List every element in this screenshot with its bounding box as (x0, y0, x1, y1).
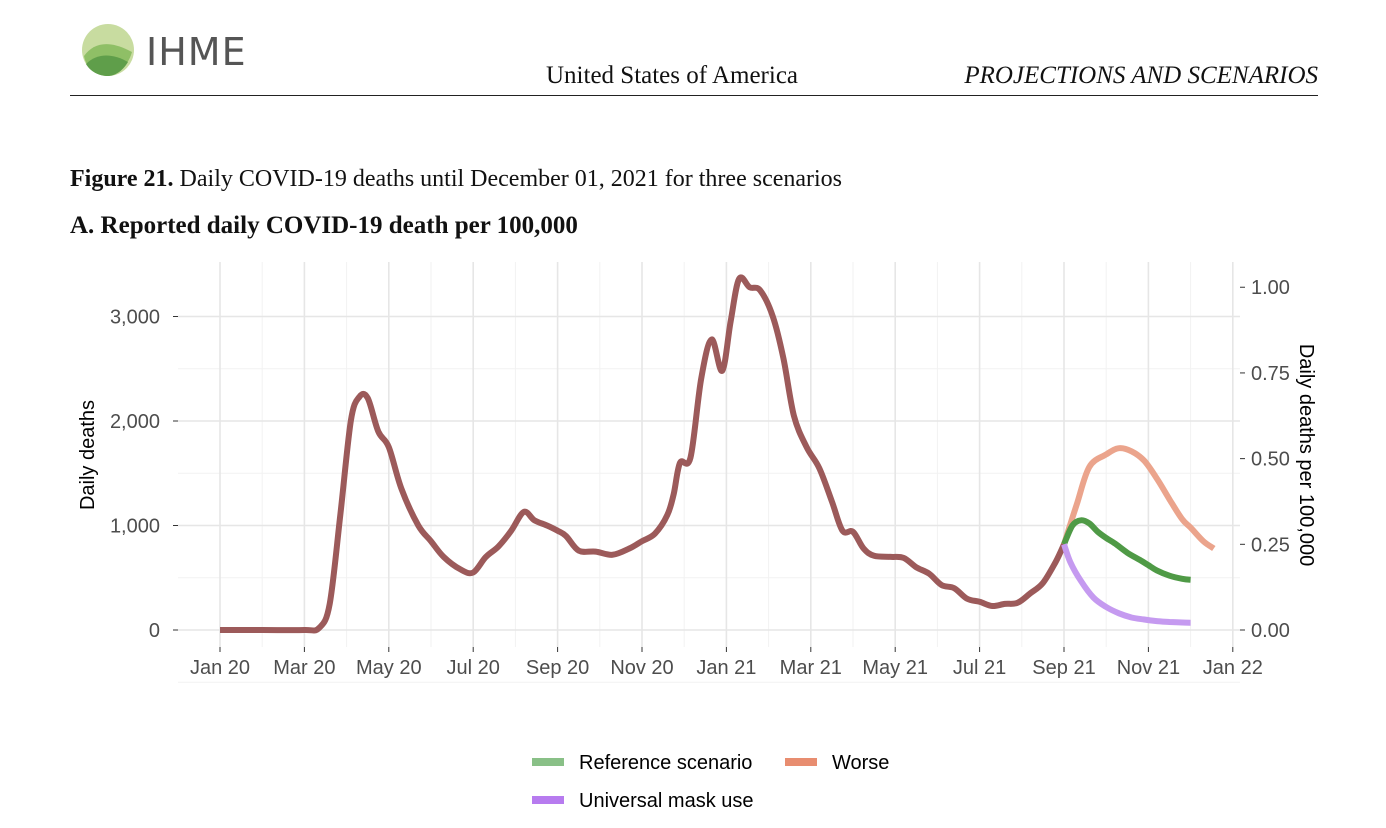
y-tick-label: 2,000 (110, 411, 160, 433)
y2-tick-label: 1.00 (1251, 277, 1290, 299)
x-tick-label: Nov 21 (1117, 657, 1180, 679)
header-section: PROJECTIONS AND SCENARIOS (964, 62, 1318, 89)
series-line-observed (220, 274, 1067, 634)
legend-swatch-reference-scenario (532, 758, 564, 766)
grid-minor (178, 262, 1240, 683)
y-tick-label: 3,000 (110, 307, 160, 329)
x-tick-label: Sep 21 (1032, 657, 1095, 679)
x-tick-label: Sep 20 (526, 657, 589, 679)
legend-label-universal-mask-use: Universal mask use (579, 790, 754, 812)
legend-swatch-worse (785, 758, 817, 766)
legend-label-worse: Worse (832, 752, 889, 774)
ihme-logo-icon (82, 24, 134, 76)
y2-tick-label: 0.00 (1251, 620, 1290, 642)
figure-caption: Figure 21. Daily COVID-19 deaths until D… (70, 166, 842, 193)
series-line-worse (1061, 445, 1216, 552)
y-axis-ticks: 0 1,000 2,000 3,000 (110, 307, 178, 642)
org-name: IHME (146, 30, 247, 74)
x-tick-label: Jul 21 (953, 657, 1006, 679)
series-layer (220, 274, 1216, 634)
legend-label-reference-scenario: Reference scenario (579, 752, 752, 774)
y-tick-label: 0 (149, 620, 160, 642)
legend: Reference scenario Worse Universal mask us… (532, 752, 889, 812)
header-divider (70, 95, 1318, 96)
grid-major (178, 262, 1240, 647)
x-tick-label: Nov 20 (610, 657, 673, 679)
y2-tick-label: 0.75 (1251, 363, 1290, 385)
legend-swatch-universal-mask-use (532, 796, 564, 804)
series-line-universal-mask-use (1061, 543, 1191, 626)
y-axis-label: Daily deaths (77, 400, 99, 510)
y2-axis-ticks: 0.00 0.25 0.50 0.75 1.00 (1240, 277, 1290, 642)
y2-axis-label: Daily deaths per 100,000 (1295, 344, 1317, 566)
series-line-reference-scenario (1061, 517, 1191, 583)
x-tick-label: Jul 20 (447, 657, 500, 679)
x-tick-label: Mar 21 (780, 657, 842, 679)
x-tick-label: Jan 22 (1203, 657, 1263, 679)
figure-caption-text: Daily COVID-19 deaths until December 01,… (179, 166, 843, 192)
y-tick-label: 1,000 (110, 516, 160, 538)
x-tick-label: Mar 20 (273, 657, 335, 679)
panel-title: A. Reported daily COVID-19 death per 100… (70, 212, 578, 239)
y2-tick-label: 0.25 (1251, 534, 1290, 556)
header-country: United States of America (546, 62, 799, 89)
x-tick-label: May 21 (862, 657, 928, 679)
x-axis-ticks: Jan 20 Mar 20 May 20 Jul 20 Sep 20 Nov 20 Jan … (190, 647, 1263, 679)
x-tick-label: Jan 20 (190, 657, 250, 679)
figure-number: Figure 21. (70, 166, 174, 192)
y2-tick-label: 0.50 (1251, 449, 1290, 471)
x-tick-label: Jan 21 (696, 657, 756, 679)
x-tick-label: May 20 (356, 657, 422, 679)
